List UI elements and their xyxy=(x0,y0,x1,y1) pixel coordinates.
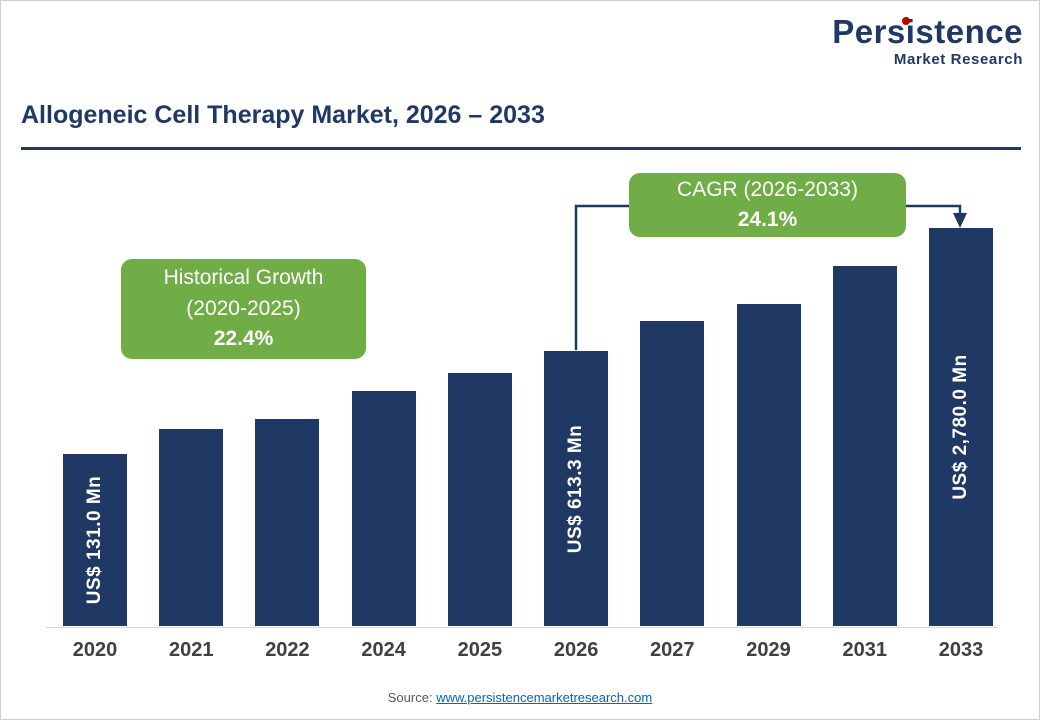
logo-red-dot-icon xyxy=(902,17,911,25)
brand-logo: Persistence Market Research xyxy=(832,13,1023,68)
bar-2026: US$ 613.3 Mn xyxy=(544,351,609,626)
x-axis-label-2021: 2021 xyxy=(168,639,214,661)
bar-value-label-2026: US$ 613.3 Mn xyxy=(565,424,587,553)
bar-column-2026: US$ 613.3 Mn 2026 xyxy=(544,351,609,664)
bar-column-2024: 2024 xyxy=(351,391,416,664)
source-label: Source: xyxy=(387,690,437,705)
bar-column-2020: US$ 131.0 Mn 2020 xyxy=(63,454,127,664)
source-line: Source: www.persistencemarketresearch.co… xyxy=(1,690,1039,705)
historical-callout-line1: Historical Growth xyxy=(163,266,324,290)
x-axis-label-2029: 2029 xyxy=(746,639,791,661)
bar-2024 xyxy=(351,391,416,626)
historical-growth-callout: Historical Growth (2020-2025) 22.4% xyxy=(121,259,366,359)
source-link[interactable]: www.persistencemarketresearch.com xyxy=(436,690,653,705)
bar-column-2022: 2022 xyxy=(255,419,320,664)
bar-2025 xyxy=(447,373,512,626)
x-axis-label-2025: 2025 xyxy=(457,639,503,661)
brand-name-text: Persistence xyxy=(832,13,1023,50)
x-axis-label-2027: 2027 xyxy=(650,639,695,661)
x-axis-label-2026: 2026 xyxy=(553,639,599,661)
bar-2020: US$ 131.0 Mn xyxy=(63,454,127,626)
historical-callout-value: 22.4% xyxy=(213,327,274,351)
bar-column-2033: US$ 2,780.0 Mn 2033 xyxy=(928,228,993,664)
bar-column-2021: 2021 xyxy=(159,429,224,664)
bar-2022 xyxy=(255,419,320,626)
historical-callout-line2: (2020-2025) xyxy=(186,296,301,320)
cagr-callout-line1: CAGR (2026-2033) xyxy=(677,177,858,201)
x-axis-label-2031: 2031 xyxy=(842,639,888,661)
brand-name: Persistence xyxy=(832,13,1023,50)
title-underline xyxy=(21,147,1021,150)
x-axis-label-2033: 2033 xyxy=(938,639,984,661)
cagr-callout: CAGR (2026-2033) 24.1% xyxy=(629,173,906,237)
bar-value-label-2020: US$ 131.0 Mn xyxy=(84,475,105,605)
x-axis-label-2022: 2022 xyxy=(265,639,310,661)
x-axis-label-2020: 2020 xyxy=(72,639,118,661)
bar-2029 xyxy=(736,304,801,626)
bar-column-2029: 2029 xyxy=(736,304,801,664)
bar-column-2031: 2031 xyxy=(832,266,897,664)
bar-2027 xyxy=(640,321,705,626)
x-axis-line xyxy=(46,627,998,628)
cagr-callout-value: 24.1% xyxy=(737,208,798,231)
bar-2031 xyxy=(832,266,897,626)
bar-2033: US$ 2,780.0 Mn xyxy=(928,228,993,626)
x-axis-label-2024: 2024 xyxy=(361,639,406,661)
bar-column-2025: 2025 xyxy=(447,373,512,664)
bar-value-label-2033: US$ 2,780.0 Mn xyxy=(949,354,971,500)
bar-column-2027: 2027 xyxy=(640,321,705,664)
brand-subtitle: Market Research xyxy=(893,50,1023,68)
chart-title: Allogeneic Cell Therapy Market, 2026 – 2… xyxy=(21,101,545,129)
bar-2021 xyxy=(159,429,224,626)
